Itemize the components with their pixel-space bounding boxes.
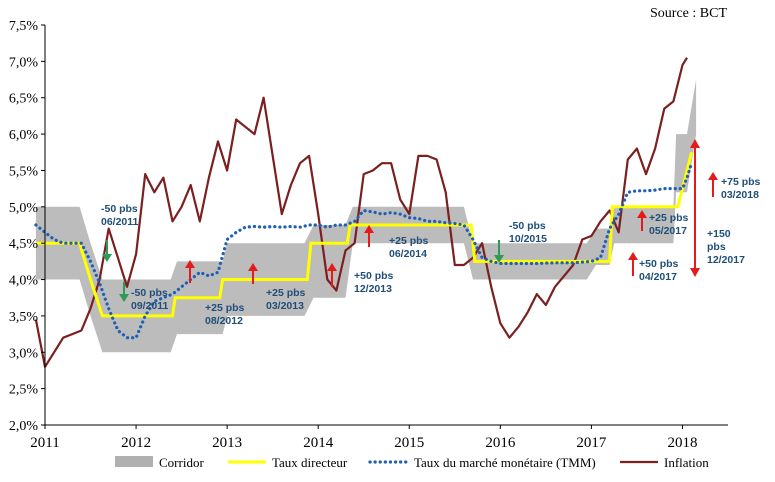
annotation-line: +25 pbs [266, 287, 306, 299]
rate-change-annotation: +50 pbs 12/2013 [327, 263, 394, 295]
legend-item: Taux directeur [228, 455, 348, 470]
legend-swatch-corridor [115, 456, 153, 467]
legend-label: Inflation [664, 455, 709, 470]
annotation-line: 10/2015 [509, 233, 547, 245]
source-label: Source : BCT [650, 6, 727, 21]
legend: Corridor Taux directeur Taux du marché mon… [115, 455, 709, 470]
plot-area [34, 57, 697, 368]
x-tick-label: 2013 [212, 435, 242, 451]
annotation-line: +25 pbs [205, 302, 245, 314]
arrow-up-head [628, 252, 638, 260]
annotation-label: +50 pbs 04/2017 [639, 258, 679, 283]
annotation-label: +50 pbs 12/2013 [354, 270, 394, 295]
rate-change-annotation: +50 pbs 04/2017 [628, 252, 679, 283]
x-tick-label: 2017 [576, 435, 607, 451]
y-tick-label: 3,5% [9, 310, 39, 325]
x-tick-label: 2014 [303, 435, 334, 451]
annotation-line: -50 pbs [509, 220, 546, 232]
y-tick-label: 4,5% [9, 237, 39, 252]
y-tick-label: 2,0% [9, 419, 39, 434]
annotation-line: 04/2017 [639, 271, 677, 283]
arrow-up-head [364, 225, 374, 233]
legend-item: Corridor [115, 455, 204, 470]
annotation-label: +150 pbs 12/2017 [707, 228, 745, 266]
annotation-label: +25 pbs 05/2017 [649, 212, 689, 237]
annotation-line: 08/2012 [205, 315, 243, 327]
y-tick-label: 2,5% [9, 383, 39, 398]
arrow-down-head [102, 254, 112, 262]
annotation-line: pbs [707, 241, 726, 253]
rate-change-annotation: +25 pbs 05/2017 [637, 210, 689, 237]
legend-item: Taux du marché monétaire (TMM) [368, 455, 596, 470]
rate-change-annotation: -50 pbs 06/2011 [101, 203, 139, 262]
arrow-up-head [185, 260, 195, 268]
annotation-line: 03/2013 [266, 300, 304, 312]
y-tick-label: 5,5% [9, 164, 39, 179]
y-tick-label: 5,0% [9, 201, 39, 216]
annotation-label: -50 pbs 06/2011 [101, 203, 139, 228]
arrow-up-head [708, 172, 718, 180]
rate-change-annotation: +25 pbs 06/2014 [364, 225, 429, 260]
x-tick-label: 2018 [667, 435, 697, 451]
legend-label: Corridor [159, 455, 204, 470]
legend-item: Inflation [620, 455, 709, 470]
arrow-down-head [494, 255, 504, 263]
rate-change-annotation: -50 pbs 10/2015 [494, 220, 547, 263]
annotation-line: 03/2018 [721, 189, 759, 201]
annotation-line: 06/2014 [389, 248, 427, 260]
arrow-up-head [248, 263, 258, 271]
annotation-line: +25 pbs [649, 212, 689, 224]
annotation-label: +25 pbs 08/2012 [205, 302, 245, 327]
rate-change-annotation: +75 pbs 03/2018 [708, 172, 761, 201]
legend-label: Taux directeur [272, 455, 348, 470]
annotation-label: +75 pbs 03/2018 [721, 176, 761, 201]
y-tick-label: 4,0% [9, 274, 39, 289]
rate-change-annotation: -50 pbs 09/2011 [119, 282, 169, 312]
annotation-line: +75 pbs [721, 176, 761, 188]
x-tick-label: 2012 [121, 435, 151, 451]
annotation-label: +25 pbs 03/2013 [266, 287, 306, 312]
axes: 2,0% 2,5% 3,0% 3,5% 4,0% 4,5% 5,0% 5,5% 6,0% 6,5%… [9, 19, 728, 451]
arrow-up-head [327, 263, 337, 271]
rate-change-annotation: +25 pbs 03/2013 [248, 263, 306, 312]
annotation-line: -50 pbs [101, 203, 138, 215]
annotation-line: 09/2011 [131, 300, 169, 312]
x-tick-label: 2016 [485, 435, 516, 451]
annotation-line: 05/2017 [649, 225, 687, 237]
annotation-label: -50 pbs 09/2011 [131, 287, 169, 312]
arrow-up-head [637, 210, 647, 218]
rate-change-annotation: +25 pbs 08/2012 [185, 260, 245, 327]
series-taux-directeur-line [35, 151, 694, 318]
rate-change-annotation: +150 pbs 12/2017 [690, 139, 745, 277]
arrow-down-head [119, 294, 129, 302]
annotation-line: +50 pbs [354, 270, 394, 282]
series-corridor-band [35, 79, 697, 353]
annotation-line: +25 pbs [389, 235, 429, 247]
annotation-line: +50 pbs [639, 258, 679, 270]
y-tick-label: 7,0% [9, 55, 39, 70]
y-tick-label: 6,5% [9, 92, 39, 107]
annotations: -50 pbs 06/2011-50 pbs 09/2011 +25 pbs 08/20… [101, 139, 761, 327]
y-tick-label: 3,0% [9, 346, 39, 361]
annotation-line: +150 [707, 228, 731, 240]
y-tick-label: 7,5% [9, 19, 39, 34]
arrow-up-head [690, 139, 700, 148]
y-tick-label: 6,0% [9, 128, 39, 143]
annotation-label: +25 pbs 06/2014 [389, 235, 429, 260]
annotation-line: 12/2017 [707, 254, 745, 266]
annotation-label: -50 pbs 10/2015 [509, 220, 547, 245]
legend-label: Taux du marché monétaire (TMM) [414, 455, 596, 470]
annotation-line: -50 pbs [131, 287, 168, 299]
annotation-line: 06/2011 [101, 216, 139, 228]
x-tick-label: 2015 [394, 435, 424, 451]
annotation-line: 12/2013 [354, 283, 392, 295]
x-tick-label: 2011 [30, 435, 59, 451]
arrow-down-head [690, 268, 700, 277]
